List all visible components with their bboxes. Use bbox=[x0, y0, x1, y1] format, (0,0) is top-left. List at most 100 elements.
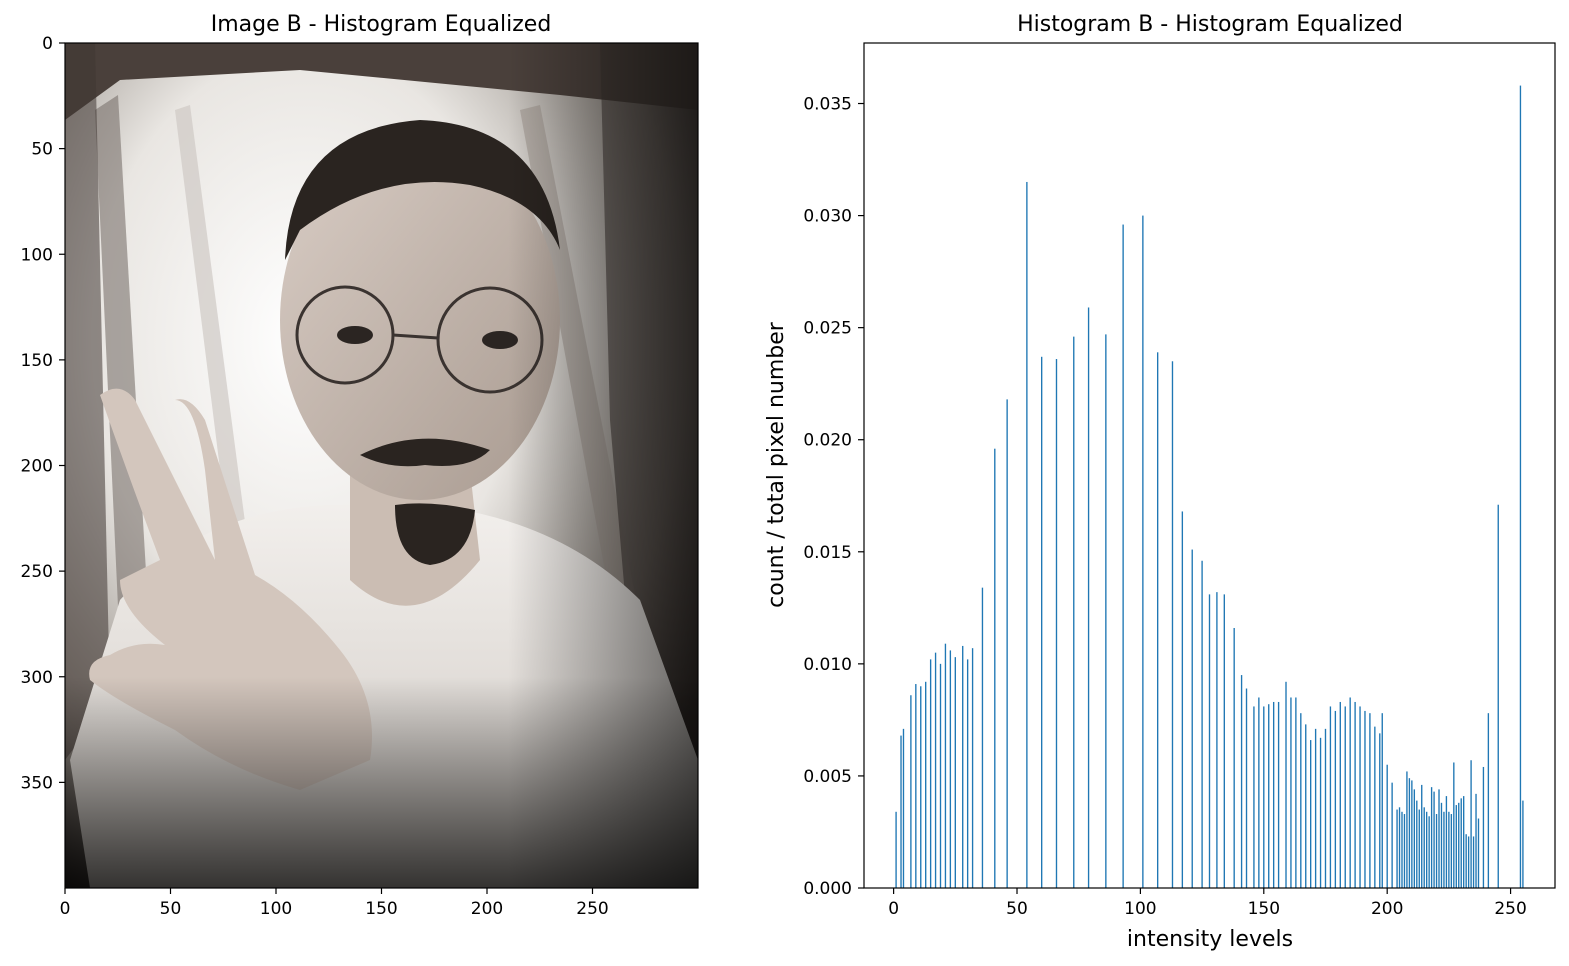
histogram-bar bbox=[1398, 807, 1401, 888]
histogram-x-tick-label: 0 bbox=[888, 899, 899, 919]
histogram-bar bbox=[1349, 697, 1351, 888]
histogram-bar bbox=[920, 686, 922, 888]
histogram-bar bbox=[1453, 762, 1455, 888]
histogram-bar bbox=[1201, 560, 1203, 888]
image-y-tick-label: 100 bbox=[21, 245, 53, 265]
histogram-bar bbox=[1216, 592, 1218, 888]
image-y-tick-label: 50 bbox=[31, 140, 53, 160]
image-x-tick-label: 150 bbox=[365, 899, 397, 919]
plot-frame bbox=[863, 42, 1556, 889]
histogram-bar bbox=[1433, 791, 1435, 888]
histogram-bar bbox=[1369, 713, 1371, 888]
histogram-bar bbox=[1497, 504, 1499, 888]
histogram-bar bbox=[1445, 796, 1448, 888]
histogram-bar bbox=[1156, 352, 1159, 889]
histogram-bar bbox=[1268, 704, 1270, 888]
histogram-bar bbox=[1438, 789, 1440, 888]
histogram-x-tick-label: 50 bbox=[1006, 899, 1028, 919]
histogram-bar bbox=[1314, 728, 1317, 888]
histogram-x-tick-label: 100 bbox=[1124, 899, 1156, 919]
image-y-tick-label: 0 bbox=[42, 34, 53, 54]
histogram-bar bbox=[1344, 706, 1346, 888]
histogram-x-tick-label: 250 bbox=[1494, 899, 1526, 919]
histogram-bar bbox=[1334, 710, 1337, 888]
histogram-bar bbox=[1245, 688, 1248, 888]
histogram-bar bbox=[1482, 766, 1485, 888]
histogram-bar bbox=[1277, 701, 1280, 888]
image-title: Image B - Histogram Equalized bbox=[211, 12, 552, 37]
histogram-bar bbox=[1055, 359, 1058, 888]
histogram-bar bbox=[1258, 697, 1260, 888]
histogram-bar bbox=[1455, 805, 1457, 888]
histogram-title: Histogram B - Histogram Equalized bbox=[1017, 12, 1403, 37]
histogram-bar bbox=[1364, 710, 1366, 888]
histogram-bar bbox=[1181, 511, 1184, 888]
image-y-tick-label: 150 bbox=[21, 351, 53, 371]
histogram-bar bbox=[994, 448, 996, 888]
image-x-tick-label: 50 bbox=[160, 899, 182, 919]
histogram-bar bbox=[1285, 681, 1287, 888]
histogram-bar bbox=[1087, 307, 1090, 888]
histogram-bar bbox=[1171, 361, 1174, 888]
histogram-bar bbox=[902, 728, 905, 888]
histogram-bar bbox=[1310, 740, 1312, 888]
histogram-bar bbox=[1460, 798, 1462, 888]
histogram-bar bbox=[1403, 814, 1406, 888]
histogram-bar bbox=[1443, 811, 1445, 888]
histogram-bar bbox=[1142, 215, 1144, 889]
histogram-bar bbox=[944, 643, 947, 888]
histogram-bar bbox=[949, 650, 952, 888]
histogram-bar bbox=[1450, 814, 1453, 888]
histogram-x-axis: 0 50 100 150 200 250 bbox=[888, 888, 1527, 919]
histogram-bar bbox=[915, 684, 917, 888]
histogram-y-tick-label: 0.000 bbox=[803, 879, 852, 899]
histogram-bar bbox=[1440, 802, 1443, 888]
histogram-bar bbox=[1487, 713, 1490, 888]
histogram-bar bbox=[895, 811, 897, 888]
histogram-bar bbox=[1408, 778, 1411, 888]
x-axis-label: intensity levels bbox=[1127, 927, 1293, 952]
histogram-bar bbox=[939, 663, 942, 888]
histogram-y-tick-label: 0.035 bbox=[803, 95, 852, 115]
image-x-tick-label: 200 bbox=[471, 899, 503, 919]
portrait-photo bbox=[65, 43, 698, 888]
histogram-bar bbox=[1448, 811, 1450, 888]
histogram-bar bbox=[1233, 628, 1235, 888]
histogram-bar bbox=[1191, 549, 1193, 888]
histogram-bar bbox=[1295, 697, 1297, 888]
histogram-bar bbox=[1253, 706, 1255, 888]
histogram-bar bbox=[1374, 726, 1376, 888]
histogram-bar bbox=[1458, 802, 1460, 888]
histogram-bar bbox=[1425, 811, 1428, 888]
histogram-bar bbox=[1240, 675, 1243, 888]
image-x-tick-label: 100 bbox=[260, 899, 292, 919]
histogram-bar bbox=[1223, 594, 1225, 888]
histogram-bar bbox=[1421, 784, 1423, 888]
histogram-bar bbox=[1006, 399, 1008, 888]
image-y-tick-label: 200 bbox=[21, 457, 53, 477]
histogram-bar bbox=[1401, 811, 1403, 888]
histogram-bar bbox=[1418, 809, 1420, 888]
histogram-bar bbox=[1379, 733, 1381, 888]
histogram-bar bbox=[1472, 836, 1475, 888]
histogram-bar bbox=[1470, 760, 1472, 888]
histogram-bar bbox=[1300, 713, 1302, 888]
histogram-bar bbox=[1208, 594, 1211, 888]
histogram-bar bbox=[1411, 780, 1413, 888]
histogram-bar bbox=[1430, 787, 1433, 888]
histogram-x-tick-label: 200 bbox=[1371, 899, 1403, 919]
histogram-bar bbox=[1519, 85, 1522, 889]
histogram-bar bbox=[1522, 800, 1524, 888]
histogram-bar bbox=[1475, 793, 1477, 888]
histogram-bar bbox=[1386, 764, 1388, 888]
histogram-bar bbox=[1465, 834, 1467, 888]
y-axis-label: count / total pixel number bbox=[764, 321, 789, 608]
image-panel: Image B - Histogram Equalized bbox=[21, 12, 699, 919]
histogram-bar bbox=[1406, 771, 1408, 888]
histogram-bar bbox=[962, 645, 964, 888]
histogram-y-tick-label: 0.025 bbox=[803, 319, 852, 339]
histogram-y-tick-label: 0.015 bbox=[803, 543, 852, 563]
histogram-bar bbox=[1324, 728, 1327, 888]
histogram-bar bbox=[1305, 724, 1307, 888]
histogram-bar bbox=[1041, 356, 1043, 888]
